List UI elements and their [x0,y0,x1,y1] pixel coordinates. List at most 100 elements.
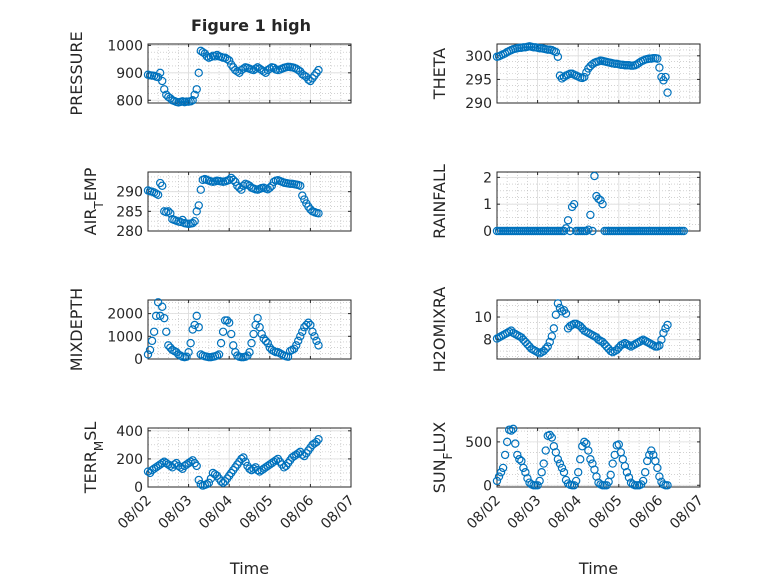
data-point [192,85,201,94]
data-point [251,64,260,73]
data-point [606,470,615,480]
y-tick-label: 0 [134,480,143,496]
subplot-5: 0 1000 2000 MIXDEPTH [67,288,352,371]
data-point [190,216,199,226]
data-point [261,336,270,346]
data-point [513,450,522,460]
data-point [149,327,159,336]
data-point [162,327,171,336]
data-point [184,347,193,357]
data-point [663,320,672,330]
data-point [235,183,244,192]
data-point [267,181,277,190]
data-point [214,350,224,359]
data-point [571,476,581,486]
axes-frame [147,171,352,232]
data-point [523,474,532,483]
data-point [269,177,279,187]
data-point [249,329,258,339]
data-point [509,424,518,434]
data-point [296,332,305,341]
data-point [192,207,201,216]
y-axis-label: SUNFLUX [430,422,455,494]
data-point [492,476,502,486]
y-tick-label: 900 [116,66,143,82]
data-point [158,76,167,86]
data-point [188,218,197,228]
data-point [188,96,197,105]
y-tick-label: 1000 [107,329,143,345]
data-point [559,226,569,236]
data-point [590,171,599,181]
y-tick-label: 290 [116,185,143,201]
data-point [239,453,248,462]
data-point [304,75,313,84]
data-point [498,463,508,473]
subplot-3: 280 285 290 AIRTEMP [81,167,352,240]
axes-frame [147,427,352,488]
data-point [584,446,593,455]
y-tick-label: 2000 [107,307,143,323]
data-point [158,458,167,468]
y-tick-label: 10 [474,310,492,326]
data-point [511,439,520,448]
data-point [580,437,589,447]
data-point [561,309,571,318]
data-point [194,68,203,78]
data-point [196,185,205,194]
data-point [237,185,246,194]
data-point [160,85,169,94]
data-point [545,337,554,347]
axes-frame [496,43,701,104]
data-point [496,468,506,477]
data-point [645,450,654,460]
data-point [253,465,262,475]
y-axis-label: PRESSURE [67,31,86,115]
data-point [494,472,504,481]
data-point [202,479,212,489]
y-axis-label: RAINFALL [430,164,449,239]
data-point [537,468,546,477]
data-point [543,342,552,351]
data-point [541,446,550,455]
axes-frame [496,171,701,232]
y-tick-label: 0 [483,224,492,240]
data-point [194,475,203,485]
data-point [314,209,323,218]
data-point [314,65,323,75]
data-point [647,446,656,455]
data-point [553,52,563,61]
data-point [314,341,323,350]
data-point [300,195,309,204]
subplot-2: 290 295 300 THETA [430,42,701,112]
data-point [158,302,167,312]
data-point [640,468,650,477]
data-point [291,341,301,350]
data-point [565,226,575,236]
figure-title: Figure 1 high [191,16,311,35]
data-point [145,345,155,355]
data-point [294,336,303,346]
data-point [218,327,228,336]
data-point [584,225,593,234]
data-point [265,64,274,73]
data-point [265,183,274,192]
data-point [186,338,195,348]
data-point [541,344,550,353]
data-point [263,338,272,348]
data-point [661,72,670,82]
data-point [155,68,165,78]
data-point [545,430,554,440]
data-point [653,54,662,63]
data-point [202,52,212,61]
data-point [586,210,595,220]
y-tick-label: 2 [483,170,492,186]
y-axis-label: TERRMSL [81,422,106,495]
data-point [151,189,161,198]
x-axis-label: Time [578,559,618,578]
data-point [580,72,589,82]
data-point [186,457,195,466]
data-point [663,88,672,97]
y-tick-label: 0 [483,478,492,494]
